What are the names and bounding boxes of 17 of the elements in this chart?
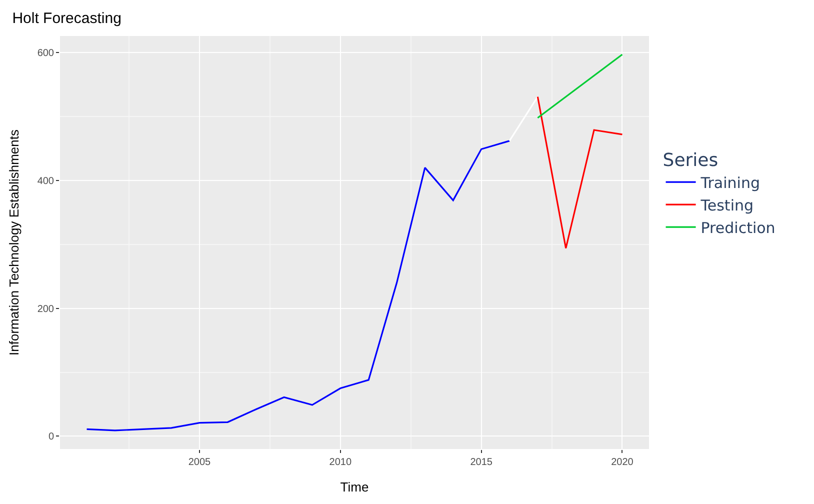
y-tick-label: 200 xyxy=(37,304,54,315)
line-series xyxy=(536,96,624,250)
y-tick-label: 0 xyxy=(48,432,54,443)
x-tick-label: 2015 xyxy=(470,457,493,468)
x-tick-label: 2020 xyxy=(611,457,634,468)
y-tick-label: 600 xyxy=(37,48,54,60)
legend-label: Training xyxy=(700,174,760,192)
x-tick-label: 2005 xyxy=(188,457,212,468)
y-axis-title: Information Technology Establishments xyxy=(6,129,22,356)
chart-title: Holt Forecasting xyxy=(12,10,122,28)
x-axis-title: Time xyxy=(340,480,369,495)
legend-label: Testing xyxy=(700,196,754,214)
legend-label: Prediction xyxy=(700,218,776,237)
y-tick-label: 400 xyxy=(37,176,54,187)
x-tick-label: 2010 xyxy=(329,457,352,468)
legend-title: Series xyxy=(662,150,718,171)
line-series xyxy=(86,140,510,432)
